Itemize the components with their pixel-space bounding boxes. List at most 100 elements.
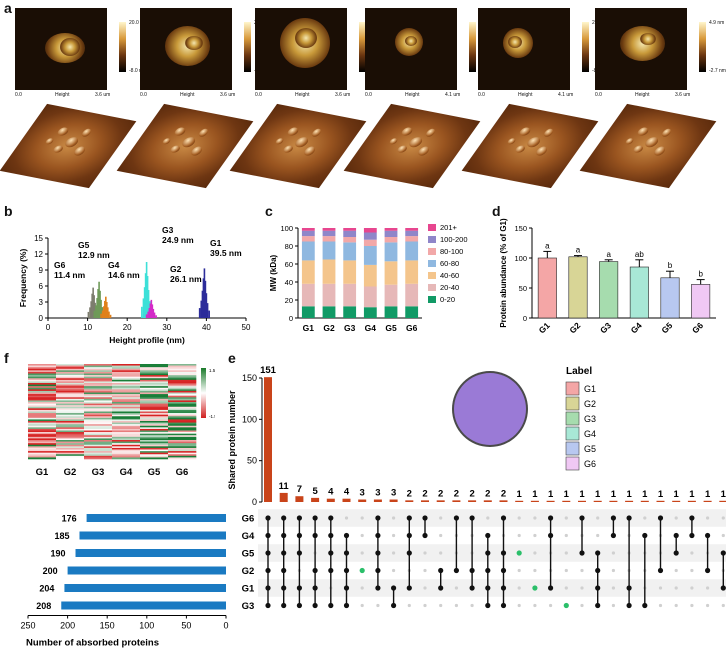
heatmap-cell (56, 457, 85, 460)
heatmap-cell (112, 373, 141, 376)
heatmap-cell (168, 383, 197, 385)
heatmap-cell (112, 398, 141, 401)
afm-color-scale (244, 22, 251, 72)
stacked-bar-segment (343, 306, 357, 318)
matrix-dot-empty (564, 516, 568, 520)
afm-3d-surface (343, 103, 481, 189)
heatmap-cell (56, 449, 85, 452)
heatmap-cell (140, 452, 169, 455)
heatmap-cell (168, 435, 197, 438)
heatmap-cell (84, 438, 113, 441)
heatmap-cell (168, 421, 197, 423)
legend-swatch (428, 272, 436, 279)
intersection-count: 1 (532, 489, 538, 500)
matrix-dot-empty (360, 586, 364, 590)
afm-3d-bump (631, 144, 645, 154)
heatmap-cell (112, 451, 141, 453)
heatmap-cell (168, 373, 197, 376)
peak-label: G2 26.1 nm (170, 264, 202, 284)
heatmap-color-scale (201, 368, 206, 418)
afm-3d-surface (229, 103, 367, 189)
stacked-bar-segment (301, 228, 315, 231)
heatmap-cell (84, 367, 113, 370)
heatmap-cell (56, 443, 85, 446)
intersection-bar (562, 500, 571, 502)
afm-axis-start: 0.0 (15, 92, 22, 98)
heatmap-cell (28, 457, 57, 460)
matrix-dot-filled (343, 550, 350, 556)
heatmap-cell (112, 365, 141, 368)
legend-label: 20-40 (440, 283, 459, 292)
heatmap-cell (140, 419, 169, 422)
stacked-bar-segment (384, 306, 398, 318)
panel-label-f: f (4, 350, 9, 366)
stacked-bar-segment (322, 259, 336, 284)
heatmap-cell (112, 402, 141, 404)
afm-particle (508, 36, 522, 48)
intersection-count: 2 (501, 488, 506, 499)
x-tick-label: G3 (598, 320, 613, 335)
heatmap-cell (112, 454, 141, 457)
heatmap-cell (28, 411, 57, 414)
heatmap-cell (168, 419, 197, 422)
heatmap-cell (28, 390, 57, 393)
heatmap-cell (84, 416, 113, 419)
abundance-bar (537, 257, 557, 319)
heatmap-cell (140, 451, 169, 453)
heatmap-cell (56, 425, 85, 428)
abundance-bar (599, 261, 619, 319)
matrix-dot-empty (533, 568, 537, 573)
heatmap-cell (28, 403, 57, 406)
legend-title: Label (566, 366, 592, 377)
heatmap-cell (168, 441, 197, 444)
stacked-bar-segment (363, 286, 377, 308)
heatmap-cell (28, 454, 57, 457)
matrix-dot-empty (611, 586, 616, 590)
afm-axis-label: Height (55, 92, 70, 98)
heatmap-cell (84, 425, 113, 428)
stacked-bar-segment (343, 260, 357, 284)
significance-letter: ab (635, 250, 644, 259)
heatmap-cell (84, 406, 113, 409)
heatmap-cell (112, 364, 141, 366)
legend-swatch (428, 236, 436, 243)
matrix-dot-empty (439, 533, 443, 538)
afm-3d-bump (652, 145, 668, 157)
matrix-dot-filled (343, 585, 350, 591)
heatmap-cell (84, 383, 113, 385)
heatmap-cell (28, 370, 57, 373)
stacked-bar-segment (322, 241, 336, 260)
matrix-dot-filled (705, 567, 711, 574)
heatmap-cell (112, 400, 141, 403)
afm-axis-end: 3.6 um (220, 92, 236, 98)
heatmap-cell (140, 392, 169, 395)
y-axis-label: Protein abundance (% of G1) (499, 218, 508, 328)
heatmap-cell (56, 441, 85, 444)
y-tick-label: 3 (39, 298, 44, 307)
matrix-dot-empty (596, 516, 600, 520)
intersection-bar (593, 500, 602, 502)
afm-3d-bump (189, 145, 205, 157)
matrix-dot-empty (564, 533, 568, 538)
heatmap-cell (168, 405, 197, 408)
heatmap-cell (84, 417, 113, 420)
matrix-dot-filled (469, 585, 475, 591)
heatmap-cell (28, 406, 57, 409)
intersection-bar (625, 500, 634, 502)
x-tick-label: G5 (659, 320, 674, 335)
matrix-dot-filled (657, 567, 664, 574)
intersection-count: 2 (422, 488, 427, 499)
heatmap-cell (140, 443, 169, 446)
legend-label: 100-200 (440, 235, 468, 244)
heatmap-cell (168, 395, 197, 398)
set-size-tick-label: 200 (60, 621, 75, 631)
stacked-bar-segment (301, 241, 315, 261)
matrix-dot-empty (533, 603, 537, 608)
matrix-dot-filled (720, 585, 726, 591)
stacked-bar-segment (343, 283, 357, 307)
matrix-dot-filled (391, 602, 397, 609)
afm-particle (295, 28, 317, 48)
heatmap-cell (112, 411, 141, 414)
heatmap-cell (84, 436, 113, 439)
heatmap-cell (28, 424, 57, 427)
